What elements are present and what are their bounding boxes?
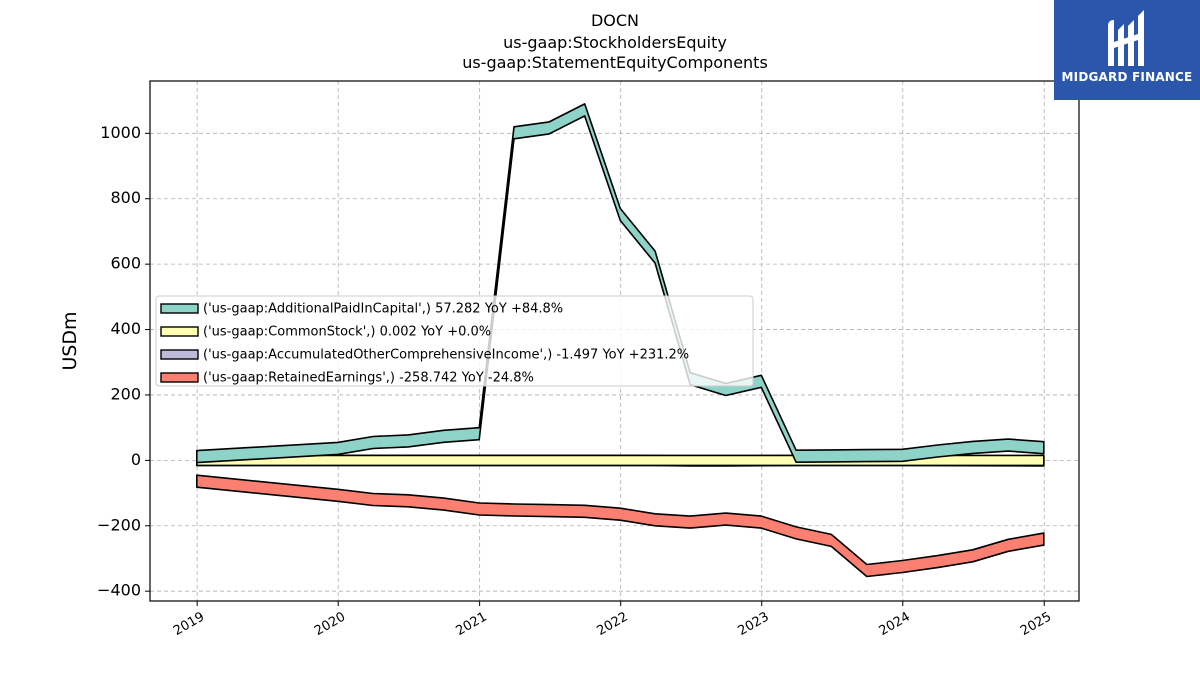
x-tick-label-3: 2022: [595, 609, 631, 639]
x-tick-label-1: 2020: [312, 609, 348, 639]
x-tick-label-4: 2023: [736, 609, 772, 639]
y-tick-label-4: 400: [110, 319, 141, 338]
legend-box: [155, 295, 754, 387]
y-tick-label-7: 1000: [100, 123, 141, 142]
plot-area-frame: [149, 80, 1080, 602]
x-tick-label-0: 2019: [171, 609, 207, 639]
legend-swatch-1: [160, 326, 199, 337]
y-tick-label-6: 800: [110, 188, 141, 207]
legend-swatch-3: [160, 372, 199, 383]
x-tick-label-5: 2024: [877, 609, 913, 639]
y-tick-label-1: −200: [97, 515, 141, 534]
y-tick-label-2: 0: [131, 450, 141, 469]
midgard-logo-icon: [1108, 10, 1144, 66]
legend-swatch-0: [160, 303, 199, 314]
x-axis-ticks: 2019 2020 2021 2022 2023 2024 2025: [171, 601, 1054, 639]
series-layer: [196, 103, 1045, 578]
x-tick-label-6: 2025: [1018, 609, 1054, 639]
x-tick-label-2: 2021: [453, 609, 489, 639]
series-band-3: [196, 474, 1045, 578]
y-tick-label-3: 200: [110, 384, 141, 403]
legend: ('us-gaap:AdditionalPaidInCapital',) 57.…: [155, 295, 754, 387]
legend-swatch-2: [160, 349, 199, 360]
y-axis-label: USDm: [59, 311, 81, 370]
legend-label-0: ('us-gaap:AdditionalPaidInCapital',) 57.…: [203, 302, 563, 317]
midgard-finance-logo: MIDGARD FINANCE: [1054, 0, 1200, 100]
y-tick-label-5: 600: [110, 254, 141, 273]
y-tick-label-0: −400: [97, 581, 141, 600]
legend-label-2: ('us-gaap:AccumulatedOtherComprehensiveI…: [203, 348, 689, 363]
chart-title: DOCN us-gaap:StockholdersEquity us-gaap:…: [462, 11, 768, 72]
y-axis-ticks: −400 −200 0 200 400 600 800 1000: [97, 123, 150, 600]
logo-text: MIDGARD FINANCE: [1061, 70, 1193, 84]
chart-title-line-3: us-gaap:StatementEquityComponents: [462, 53, 768, 72]
chart-title-line-2: us-gaap:StockholdersEquity: [503, 33, 727, 52]
series-band-0: [196, 103, 1045, 464]
legend-label-1: ('us-gaap:CommonStock',) 0.002 YoY +0.0%: [203, 325, 491, 340]
chart-title-line-1: DOCN: [591, 11, 639, 30]
legend-label-3: ('us-gaap:RetainedEarnings',) -258.742 Y…: [203, 371, 534, 386]
